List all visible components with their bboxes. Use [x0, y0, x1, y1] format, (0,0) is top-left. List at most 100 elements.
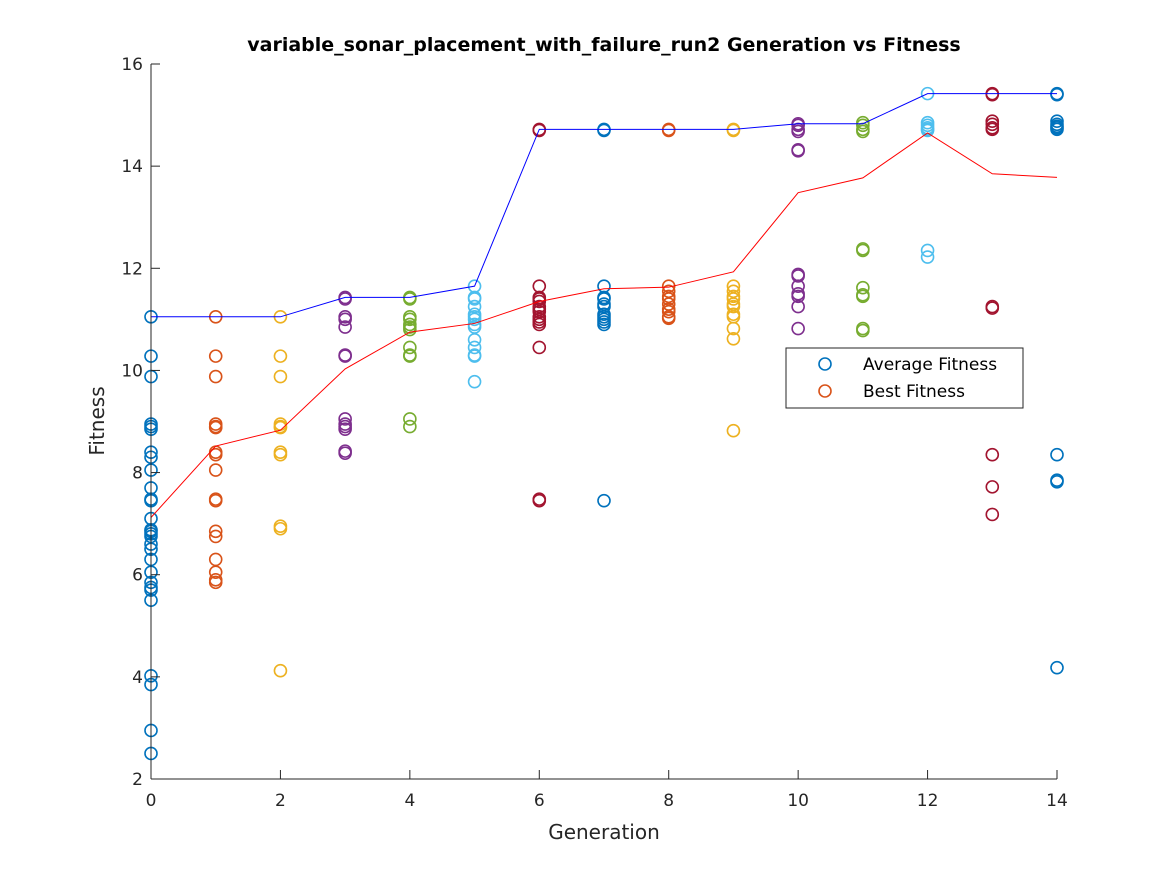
scatter-point	[920, 250, 935, 264]
line-layer	[150, 93, 1058, 518]
scatter-point	[985, 447, 1000, 462]
scatter-point	[532, 123, 547, 138]
scatter-point	[726, 299, 741, 314]
scatter-point	[208, 575, 223, 590]
scatter-point	[985, 117, 1000, 132]
scatter-point	[338, 422, 352, 436]
legend-label-best: Best Fitness	[863, 382, 965, 402]
scatter-point	[208, 493, 223, 508]
scatter-point	[338, 320, 352, 334]
scatter-point	[726, 123, 741, 138]
scatter-point	[273, 521, 288, 536]
scatter-point	[791, 321, 805, 336]
chart-title: variable_sonar_placement_with_failure_ru…	[247, 34, 960, 56]
scatter-point	[532, 340, 547, 355]
scatter-point	[338, 312, 352, 327]
scatter-point	[791, 279, 805, 293]
scatter-point	[856, 289, 870, 304]
scatter-point	[208, 369, 223, 384]
scatter-point	[403, 419, 417, 434]
x-tick-label: 8	[663, 791, 674, 811]
scatter-point	[467, 312, 482, 327]
scatter-point	[726, 331, 741, 346]
scatter-point	[273, 447, 288, 462]
scatter-point	[403, 412, 417, 426]
scatter-point	[1050, 447, 1064, 462]
scatter-point	[1050, 87, 1064, 102]
scatter-point	[208, 349, 223, 363]
scatter-point	[273, 420, 288, 435]
scatter-point	[208, 529, 223, 544]
y-axis-label: Fitness	[85, 386, 109, 455]
scatter-point	[791, 118, 805, 133]
x-tick-label: 0	[146, 791, 157, 811]
average-fitness-line	[150, 132, 1058, 518]
scatter-point	[791, 269, 805, 283]
x-axis-label: Generation	[548, 820, 660, 844]
scatter-point	[403, 312, 417, 327]
scatter-point	[208, 447, 223, 462]
scatter-point	[856, 243, 870, 258]
legend-marker-average	[818, 357, 832, 371]
y-tick-label: 16	[121, 55, 143, 75]
scatter-point	[208, 420, 223, 435]
y-tick-label: 14	[121, 157, 143, 177]
scatter-point	[467, 349, 482, 363]
scatter-point	[403, 322, 417, 337]
y-tick-label: 6	[132, 566, 143, 586]
scatter-point	[208, 463, 223, 477]
scatter-point	[403, 349, 417, 363]
scatter-point	[597, 317, 611, 332]
scatter-point	[856, 124, 870, 139]
x-tick-label: 2	[275, 791, 286, 811]
scatter-point	[1050, 122, 1064, 137]
scatter-point	[273, 369, 288, 384]
scatter-point	[920, 243, 935, 258]
scatter-point	[661, 311, 676, 326]
scatter-point	[403, 292, 417, 306]
scatter-point	[726, 423, 741, 438]
plot-area	[151, 64, 1057, 779]
scatter-point	[597, 493, 611, 508]
scatter-point	[273, 663, 288, 678]
scatter-point	[856, 118, 870, 133]
scatter-point	[661, 304, 676, 319]
scatter-point	[726, 321, 741, 336]
scatter-point	[791, 144, 805, 158]
scatter-point	[985, 507, 1000, 522]
scatter-point	[985, 301, 1000, 315]
y-tick-label: 10	[121, 361, 143, 381]
scatter-point	[532, 317, 547, 332]
y-tick-label: 2	[132, 770, 143, 790]
scatter-point	[338, 349, 352, 363]
scatter-point	[273, 349, 288, 363]
scatter-point	[338, 446, 352, 460]
scatter-point	[661, 123, 676, 138]
scatter-point	[1050, 474, 1064, 489]
scatter-point	[208, 524, 223, 539]
legend-label-average: Average Fitness	[863, 355, 997, 375]
scatter-point	[985, 87, 1000, 102]
scatter-point	[597, 292, 611, 306]
scatter-point	[532, 493, 547, 508]
scatter-point	[597, 123, 611, 138]
x-tick-label: 4	[404, 791, 415, 811]
y-tick-label: 8	[132, 464, 143, 484]
best-fitness-line	[151, 93, 1057, 318]
scatter-point	[856, 280, 870, 295]
scatter-point	[467, 340, 482, 355]
y-tick-label: 4	[132, 668, 143, 688]
x-tick-label: 6	[534, 791, 545, 811]
x-tick-label: 10	[787, 791, 809, 811]
legend: Average Fitness Best Fitness	[785, 347, 1024, 409]
scatter-point	[856, 323, 870, 338]
scatter-point	[467, 332, 482, 347]
x-tick-label: 12	[917, 791, 939, 811]
scatter-point	[532, 294, 547, 309]
scatter-point	[403, 340, 417, 355]
scatter-point	[1050, 660, 1064, 675]
scatter-point	[726, 292, 741, 306]
y-tick-label: 12	[121, 259, 143, 279]
